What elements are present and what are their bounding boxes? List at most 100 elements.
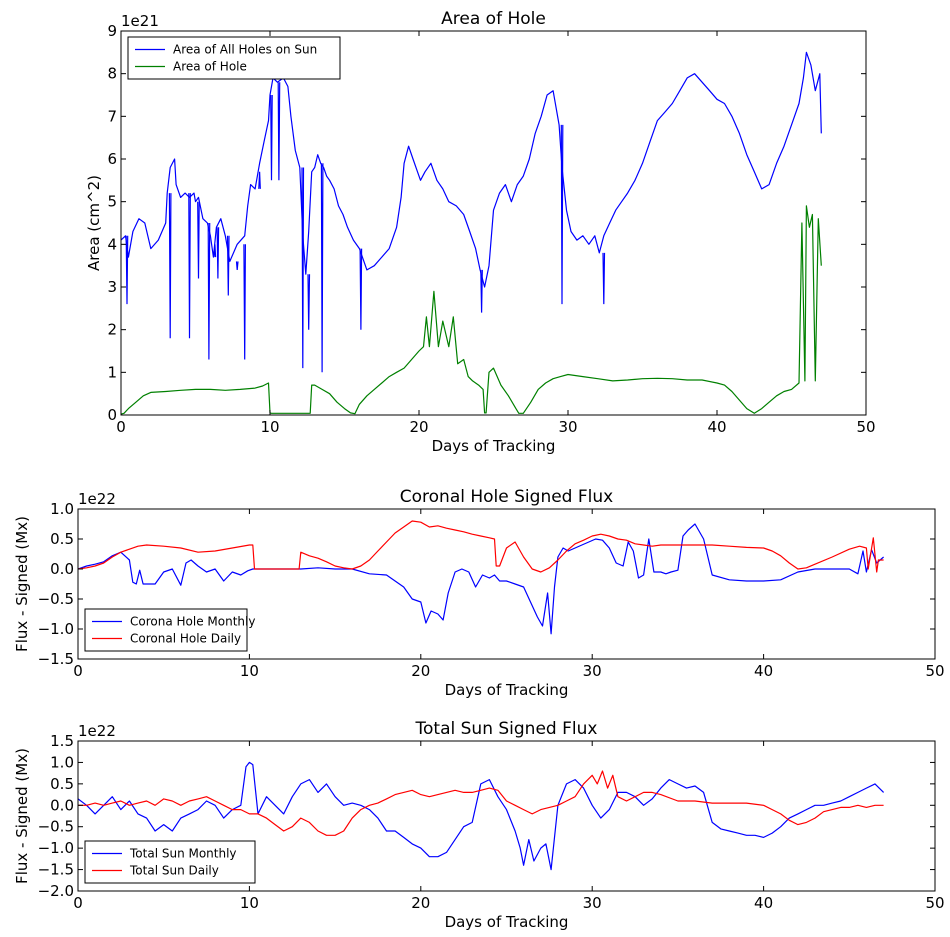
legend-label-2: Coronal Hole Daily xyxy=(130,632,241,646)
chart-3: Total Sun Signed Flux 1e22 0 10 20 30 40 50 −2.0… xyxy=(13,719,945,931)
legend-box xyxy=(84,840,256,884)
y-tick-label: −1.5 xyxy=(38,861,74,879)
series-dip xyxy=(125,235,129,305)
y-exponent-label: 1e22 xyxy=(78,722,116,740)
x-tick-label: 50 xyxy=(856,418,875,436)
series-line-2 xyxy=(78,770,884,836)
y-tick-label: 6 xyxy=(107,150,117,168)
x-tick-label: 20 xyxy=(411,894,430,912)
x-tick-label: 50 xyxy=(925,662,944,680)
y-tick-label: −1.0 xyxy=(38,620,74,638)
x-tick-label: 10 xyxy=(240,662,259,680)
series-group xyxy=(78,520,884,635)
y-axis-label: Flux - Signed (Mx) xyxy=(13,748,31,884)
series-dip xyxy=(226,235,230,296)
y-tick-label: −0.5 xyxy=(38,590,74,608)
series-dip xyxy=(235,261,239,270)
x-tick-label: 30 xyxy=(583,894,602,912)
series-dip xyxy=(216,227,220,279)
legend: Total Sun Monthly Total Sun Daily xyxy=(84,840,256,884)
y-tick-label: 1.0 xyxy=(50,500,74,518)
series-group xyxy=(78,761,885,871)
x-tick-label: 40 xyxy=(754,894,773,912)
series-group xyxy=(121,51,822,415)
series-line-1 xyxy=(121,51,822,288)
y-tick-label: 0.0 xyxy=(50,796,74,814)
series-dip xyxy=(188,193,191,339)
chart-1: Area of Hole 1e21 0 10 20 30 40 50 0 1 2 3 4 5 6 7 8 9 Day… xyxy=(85,9,876,455)
plot-frame xyxy=(77,740,936,892)
x-axis-label: Days of Tracking xyxy=(432,437,556,455)
plot-frame xyxy=(77,508,936,660)
chart-2: Coronal Hole Signed Flux 1e22 0 10 20 30 40 50 −… xyxy=(13,487,945,699)
y-tick-label: 0 xyxy=(107,406,117,424)
y-axis-label: Area (cm^2) xyxy=(85,175,103,271)
x-tick-label: 20 xyxy=(411,662,430,680)
series-dip xyxy=(560,124,564,305)
x-tick-label: 30 xyxy=(583,662,602,680)
series-dip xyxy=(243,244,246,360)
series-line-2 xyxy=(78,520,884,573)
legend-box xyxy=(127,36,341,80)
y-tick-label: 7 xyxy=(107,107,117,125)
y-tick-label: −2.0 xyxy=(38,882,74,900)
series-dip xyxy=(207,222,211,360)
chart-title: Area of Hole xyxy=(441,9,546,29)
series-dip xyxy=(213,244,217,258)
x-tick-label: 30 xyxy=(558,418,577,436)
series-dip xyxy=(270,94,273,181)
x-tick-label: 40 xyxy=(754,662,773,680)
y-tick-label: 4 xyxy=(107,235,117,253)
y-tick-label: −1.5 xyxy=(38,650,74,668)
series-dip xyxy=(320,163,324,373)
series-dip xyxy=(301,167,305,369)
series-line-1 xyxy=(78,761,885,871)
y-tick-label: 3 xyxy=(107,278,117,296)
chart-title: Coronal Hole Signed Flux xyxy=(400,487,613,507)
y-exponent-label: 1e21 xyxy=(121,12,159,30)
series-dip xyxy=(359,248,363,330)
series-dip xyxy=(602,252,606,305)
y-tick-label: 9 xyxy=(107,22,117,40)
y-exponent-label: 1e22 xyxy=(78,490,116,508)
series-dip xyxy=(480,269,483,313)
legend-label-1: Area of All Holes on Sun xyxy=(173,43,317,57)
x-tick-label: 0 xyxy=(116,418,126,436)
series-dip xyxy=(168,193,172,339)
series-dip xyxy=(307,274,311,330)
legend: Area of All Holes on Sun Area of Hole xyxy=(127,36,341,80)
y-tick-label: 0.5 xyxy=(50,530,74,548)
x-axis-label: Days of Tracking xyxy=(445,681,569,699)
series-line-1 xyxy=(78,523,884,635)
series-line-2 xyxy=(121,205,822,415)
y-tick-label: 1.0 xyxy=(50,753,74,771)
legend-box xyxy=(84,608,248,652)
series-dip xyxy=(197,201,200,279)
y-axis-label: Flux - Signed (Mx) xyxy=(13,516,31,652)
x-tick-label: 0 xyxy=(73,894,83,912)
plot-frame xyxy=(120,30,867,416)
x-tick-label: 50 xyxy=(925,894,944,912)
y-tick-label: −0.5 xyxy=(38,818,74,836)
y-tick-label: 8 xyxy=(107,65,117,83)
x-tick-label: 0 xyxy=(73,662,83,680)
x-tick-label: 10 xyxy=(260,418,279,436)
y-tick-label: 5 xyxy=(107,193,117,211)
y-tick-label: 0.5 xyxy=(50,775,74,793)
y-tick-label: 1.5 xyxy=(50,732,74,750)
series-dip xyxy=(258,171,261,189)
y-tick-label: 2 xyxy=(107,321,117,339)
x-tick-label: 20 xyxy=(409,418,428,436)
x-tick-label: 40 xyxy=(707,418,726,436)
legend-label-1: Total Sun Monthly xyxy=(129,847,237,861)
legend-label-2: Total Sun Daily xyxy=(129,864,219,878)
legend-label-2: Area of Hole xyxy=(173,60,247,74)
x-tick-label: 10 xyxy=(240,894,259,912)
legend: Corona Hole Monthly Coronal Hole Daily xyxy=(84,608,255,652)
x-axis-label: Days of Tracking xyxy=(445,913,569,931)
chart-title: Total Sun Signed Flux xyxy=(415,719,598,739)
legend-label-1: Corona Hole Monthly xyxy=(130,615,255,629)
y-tick-label: 0.0 xyxy=(50,560,74,578)
